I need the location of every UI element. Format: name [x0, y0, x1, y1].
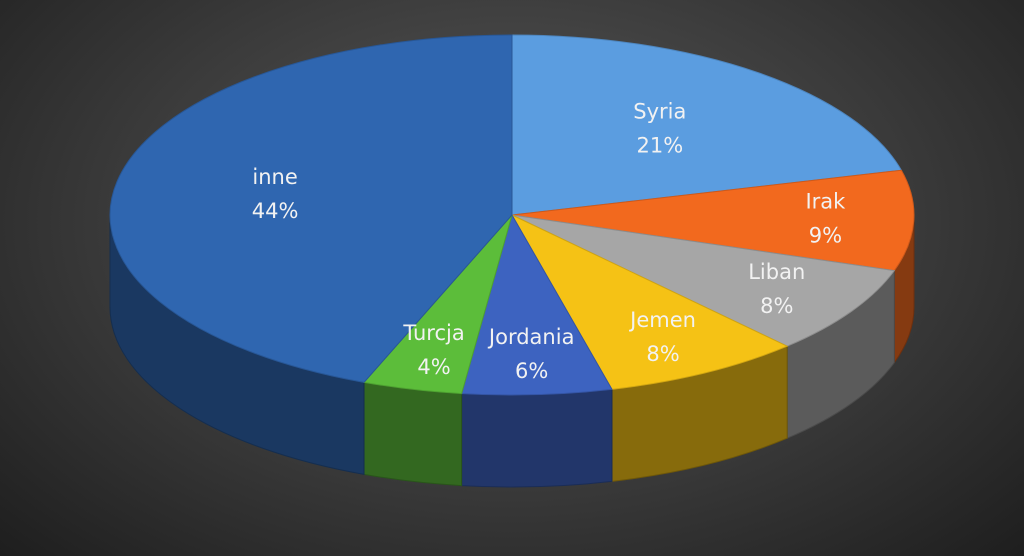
slice-side: [363, 381, 463, 487]
slice-category-label: Jemen: [628, 308, 696, 332]
slice-value-label: 9%: [809, 223, 842, 247]
slice-category-label: Irak: [805, 189, 846, 213]
slice: [511, 34, 903, 216]
slice-category-label: Jordania: [487, 325, 575, 349]
slice: [511, 169, 915, 272]
slice: [109, 34, 513, 383]
slice-value-label: 8%: [646, 342, 679, 366]
slice-value-label: 8%: [760, 294, 793, 318]
slice-value-label: 21%: [636, 134, 683, 158]
slice-value-label: 4%: [417, 355, 450, 379]
slice: [511, 214, 896, 347]
slice-category-label: Liban: [748, 260, 805, 284]
slice: [510, 213, 789, 390]
slice-value-label: 44%: [252, 199, 299, 223]
slice-value-label: 6%: [515, 359, 548, 383]
slice: [460, 213, 613, 396]
tops: [109, 34, 915, 396]
labels: Syria 21% Irak 9%Liban 8% Jemen 8% Jordania 6% Tu…: [252, 100, 846, 383]
slice-side: [461, 388, 613, 488]
slice-category-label: Syria: [633, 100, 686, 124]
slice-category-label: inne: [252, 165, 297, 189]
slice-category-label: Turcja: [402, 321, 464, 345]
